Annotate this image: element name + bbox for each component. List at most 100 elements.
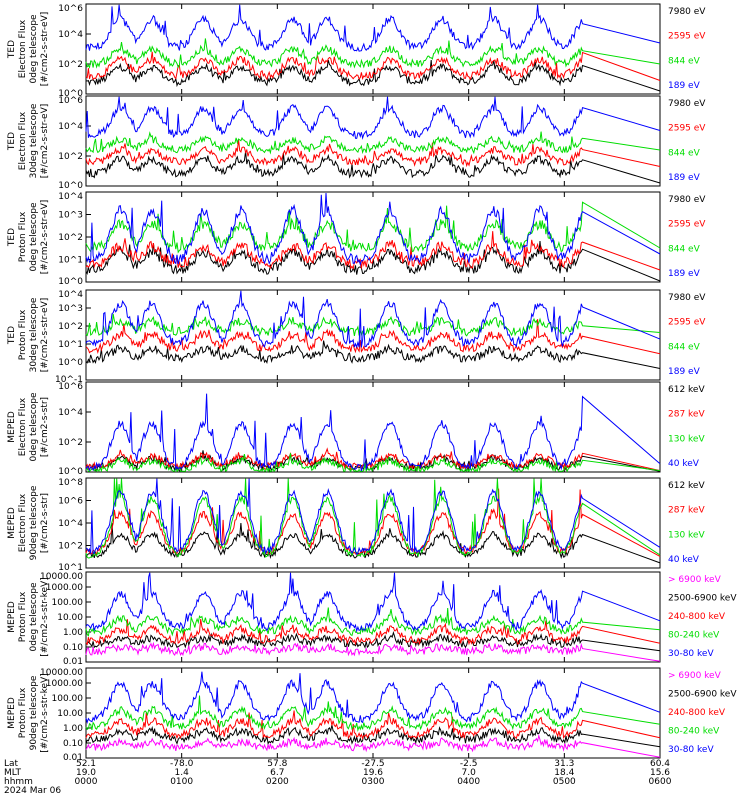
y-tick-label: 0.01: [63, 753, 83, 763]
x-tick-label: 1.4: [175, 768, 190, 778]
series-line-2595-ev: [85, 319, 661, 355]
y-axis-label: 0deg telescope: [29, 392, 39, 462]
y-tick-label: 10^4: [58, 290, 83, 300]
series-line-130-kev: [85, 453, 661, 474]
legend-entry: 2500-6900 keV: [668, 594, 737, 604]
y-tick-label: 10^1: [58, 563, 83, 573]
y-axis-label: TED: [7, 40, 17, 59]
x-tick-label: 15.6: [650, 768, 670, 778]
y-tick-label: 10^0: [58, 277, 83, 287]
y-tick-label: 10^1: [58, 340, 83, 350]
series-line-7980-ev: [85, 340, 661, 369]
legend-entry: 189 eV: [668, 269, 701, 279]
series-line-240-800-kev: [85, 710, 661, 741]
legend-entry: 189 eV: [668, 173, 701, 183]
legend-entry: > 6900 keV: [668, 671, 722, 681]
y-axis-label: TED: [7, 228, 17, 247]
panel-frame: [85, 381, 661, 473]
panel-frame: [85, 95, 661, 187]
x-tick-label: 18.4: [554, 768, 574, 778]
y-tick-label: 10^3: [58, 211, 83, 221]
y-axis-label: [#/cm2-s-str-keV]: [40, 673, 50, 752]
y-tick-label: 10^4: [58, 408, 83, 418]
series-line-7980-ev: [85, 151, 661, 184]
y-tick-label: 10^4: [58, 192, 83, 202]
legend-entry: 844 eV: [668, 148, 701, 158]
y-axis-label: TED: [7, 132, 17, 151]
legend-entry: 612 keV: [668, 481, 705, 491]
y-tick-label: 1.00: [63, 628, 83, 638]
y-tick-label: 10^2: [58, 233, 83, 243]
legend-entry: 2595 eV: [668, 220, 706, 230]
y-tick-label: 10^0: [58, 181, 83, 191]
series-line-287-kev: [85, 447, 661, 472]
y-axis-label: Electron Flux: [18, 493, 28, 552]
series-line-2595-ev: [85, 231, 661, 271]
y-tick-label: 10^6: [58, 96, 83, 106]
y-tick-label: 10^8: [58, 478, 83, 488]
series-line-80-240-kev: [85, 607, 661, 637]
y-axis-label: 0deg telescope: [29, 582, 39, 652]
x-tick-label: 0000: [75, 777, 98, 787]
y-axis-label: 30deg telescope: [29, 103, 39, 178]
x-row-label: MLT: [4, 768, 22, 778]
y-tick-label: 10^2: [58, 438, 83, 448]
x-tick-label: -2.5: [460, 759, 478, 769]
legend-entry: 7980 eV: [668, 293, 706, 303]
series-line-844-ev: [85, 314, 661, 337]
legend-entry: 2595 eV: [668, 318, 706, 328]
series-line-7980-ev: [85, 241, 661, 282]
series-line-2595-ev: [85, 139, 661, 168]
y-axis-label: Proton Flux: [18, 687, 28, 738]
x-tick-label: 0500: [553, 777, 576, 787]
y-tick-label: 10^6: [58, 4, 83, 14]
y-tick-label: 10000.00: [40, 572, 83, 582]
series-line-287-kev: [85, 488, 661, 557]
y-axis-label: [#/cm2-s-str-eV]: [40, 12, 50, 87]
y-tick-label: 10.00: [57, 709, 83, 719]
legend-entry: 189 eV: [668, 81, 701, 91]
y-axis-label: Proton Flux: [18, 309, 28, 360]
series-line-240-800-kev: [85, 619, 661, 646]
panel-3: 10^4 10^3 10^2 10^1 10^0 TED Proton Flux 0deg t…: [7, 191, 706, 287]
y-axis-label: Proton Flux: [18, 591, 28, 642]
series-line--6900-kev: [85, 733, 661, 758]
y-tick-label: 10^6: [58, 382, 83, 392]
y-tick-label: 0.10: [63, 739, 83, 749]
legend-entry: 2595 eV: [668, 124, 706, 134]
y-axis-label: [#/cm2-s-str-keV]: [40, 577, 50, 656]
x-row-label: hhmm: [4, 777, 33, 787]
legend-entry: > 6900 keV: [668, 575, 722, 585]
y-axis-label: MEPED: [7, 411, 17, 443]
legend-entry: 80-240 keV: [668, 631, 720, 641]
y-tick-label: 10^6: [58, 497, 83, 507]
legend-entry: 40 keV: [668, 459, 700, 469]
legend-entry: 844 eV: [668, 56, 701, 66]
x-tick-label: 0200: [266, 777, 289, 787]
x-tick-label: 60.4: [650, 759, 670, 769]
series-line-2500-6900-kev: [85, 724, 661, 748]
legend-entry: 844 eV: [668, 244, 701, 254]
y-axis-label: MEPED: [7, 601, 17, 633]
y-axis-label: [#/cm2-s-str]: [40, 493, 50, 553]
y-tick-label: 10^0: [58, 89, 83, 99]
legend-entry: 7980 eV: [668, 195, 706, 205]
y-tick-label: 10000.00: [40, 668, 83, 678]
y-axis-label: Electron Flux: [18, 19, 28, 78]
legend-entry: 240-800 keV: [668, 708, 726, 718]
y-axis-label: Proton Flux: [18, 211, 28, 262]
legend-entry: 2500-6900 keV: [668, 690, 737, 700]
series-line-80-240-kev: [85, 695, 661, 732]
y-axis-label: Electron Flux: [18, 111, 28, 170]
y-axis-label: MEPED: [7, 507, 17, 539]
y-tick-label: 10^2: [58, 152, 83, 162]
y-tick-label: 10^3: [58, 304, 83, 314]
x-tick-label: -27.5: [361, 759, 384, 769]
legend-entry: 844 eV: [668, 342, 701, 352]
panel-frame: [85, 289, 661, 381]
series-line-130-kev: [85, 478, 661, 559]
y-tick-label: 0.10: [63, 643, 83, 653]
legend-entry: 130 keV: [668, 434, 705, 444]
